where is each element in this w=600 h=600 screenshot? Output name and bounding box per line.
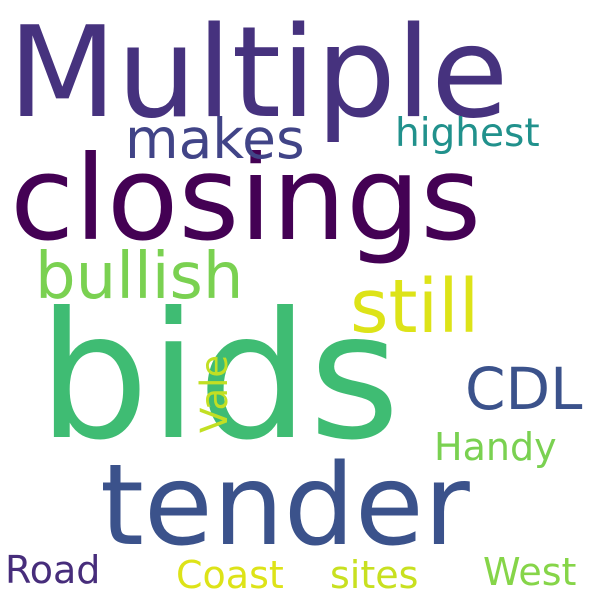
word-multiple: Multiple — [8, 0, 509, 146]
word-bids: bids — [38, 276, 400, 479]
word-still: still — [350, 264, 480, 350]
word-highest: highest — [395, 111, 540, 156]
word-bullish: bullish — [35, 240, 244, 314]
word-handy: Handy — [434, 425, 557, 469]
word-cdl: CDL — [465, 355, 583, 423]
word-makes: makes — [125, 107, 305, 171]
word-tender: tender — [100, 441, 470, 571]
word-west: West — [483, 550, 577, 594]
word-sites: sites — [330, 553, 419, 597]
word-coast: Coast — [176, 553, 284, 597]
word-closings: closings — [10, 130, 482, 267]
word-vale: Vale — [193, 354, 236, 433]
word-road: Road — [5, 548, 101, 592]
